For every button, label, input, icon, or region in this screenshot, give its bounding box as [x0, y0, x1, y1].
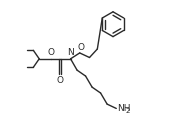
Text: N: N: [67, 48, 74, 57]
Text: O: O: [77, 43, 84, 52]
Text: O: O: [47, 48, 54, 57]
Text: NH: NH: [117, 104, 131, 113]
Text: 2: 2: [126, 108, 130, 114]
Text: O: O: [57, 76, 64, 85]
